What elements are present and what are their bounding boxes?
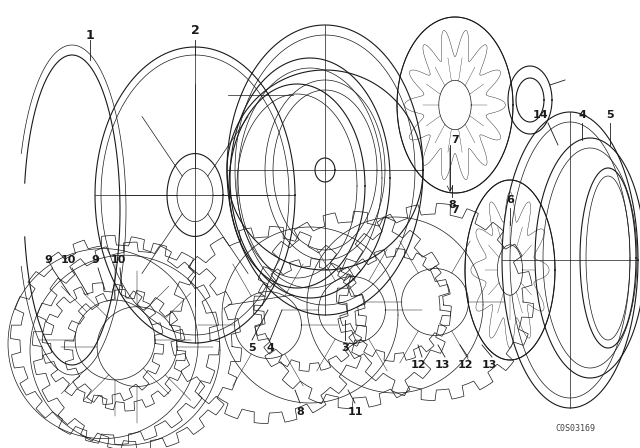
Text: 8: 8	[296, 407, 304, 417]
Text: 8: 8	[448, 200, 456, 210]
Text: 7: 7	[451, 135, 459, 145]
Text: 5: 5	[606, 110, 614, 120]
Text: 12: 12	[410, 360, 426, 370]
Text: 5: 5	[248, 343, 256, 353]
Text: 3: 3	[341, 343, 349, 353]
Text: 6: 6	[506, 195, 514, 205]
Text: 7: 7	[451, 205, 459, 215]
Text: 13: 13	[435, 360, 450, 370]
Text: 9: 9	[44, 255, 52, 265]
Text: 10: 10	[60, 255, 76, 265]
Text: C0S03169: C0S03169	[555, 423, 595, 432]
Text: 2: 2	[191, 23, 200, 36]
Text: 11: 11	[348, 407, 363, 417]
Text: 4: 4	[266, 343, 274, 353]
Text: 9: 9	[91, 255, 99, 265]
Text: 4: 4	[578, 110, 586, 120]
Text: 10: 10	[110, 255, 125, 265]
Text: 1: 1	[86, 29, 94, 42]
Text: 13: 13	[481, 360, 497, 370]
Text: 12: 12	[457, 360, 473, 370]
Text: 14: 14	[532, 110, 548, 120]
